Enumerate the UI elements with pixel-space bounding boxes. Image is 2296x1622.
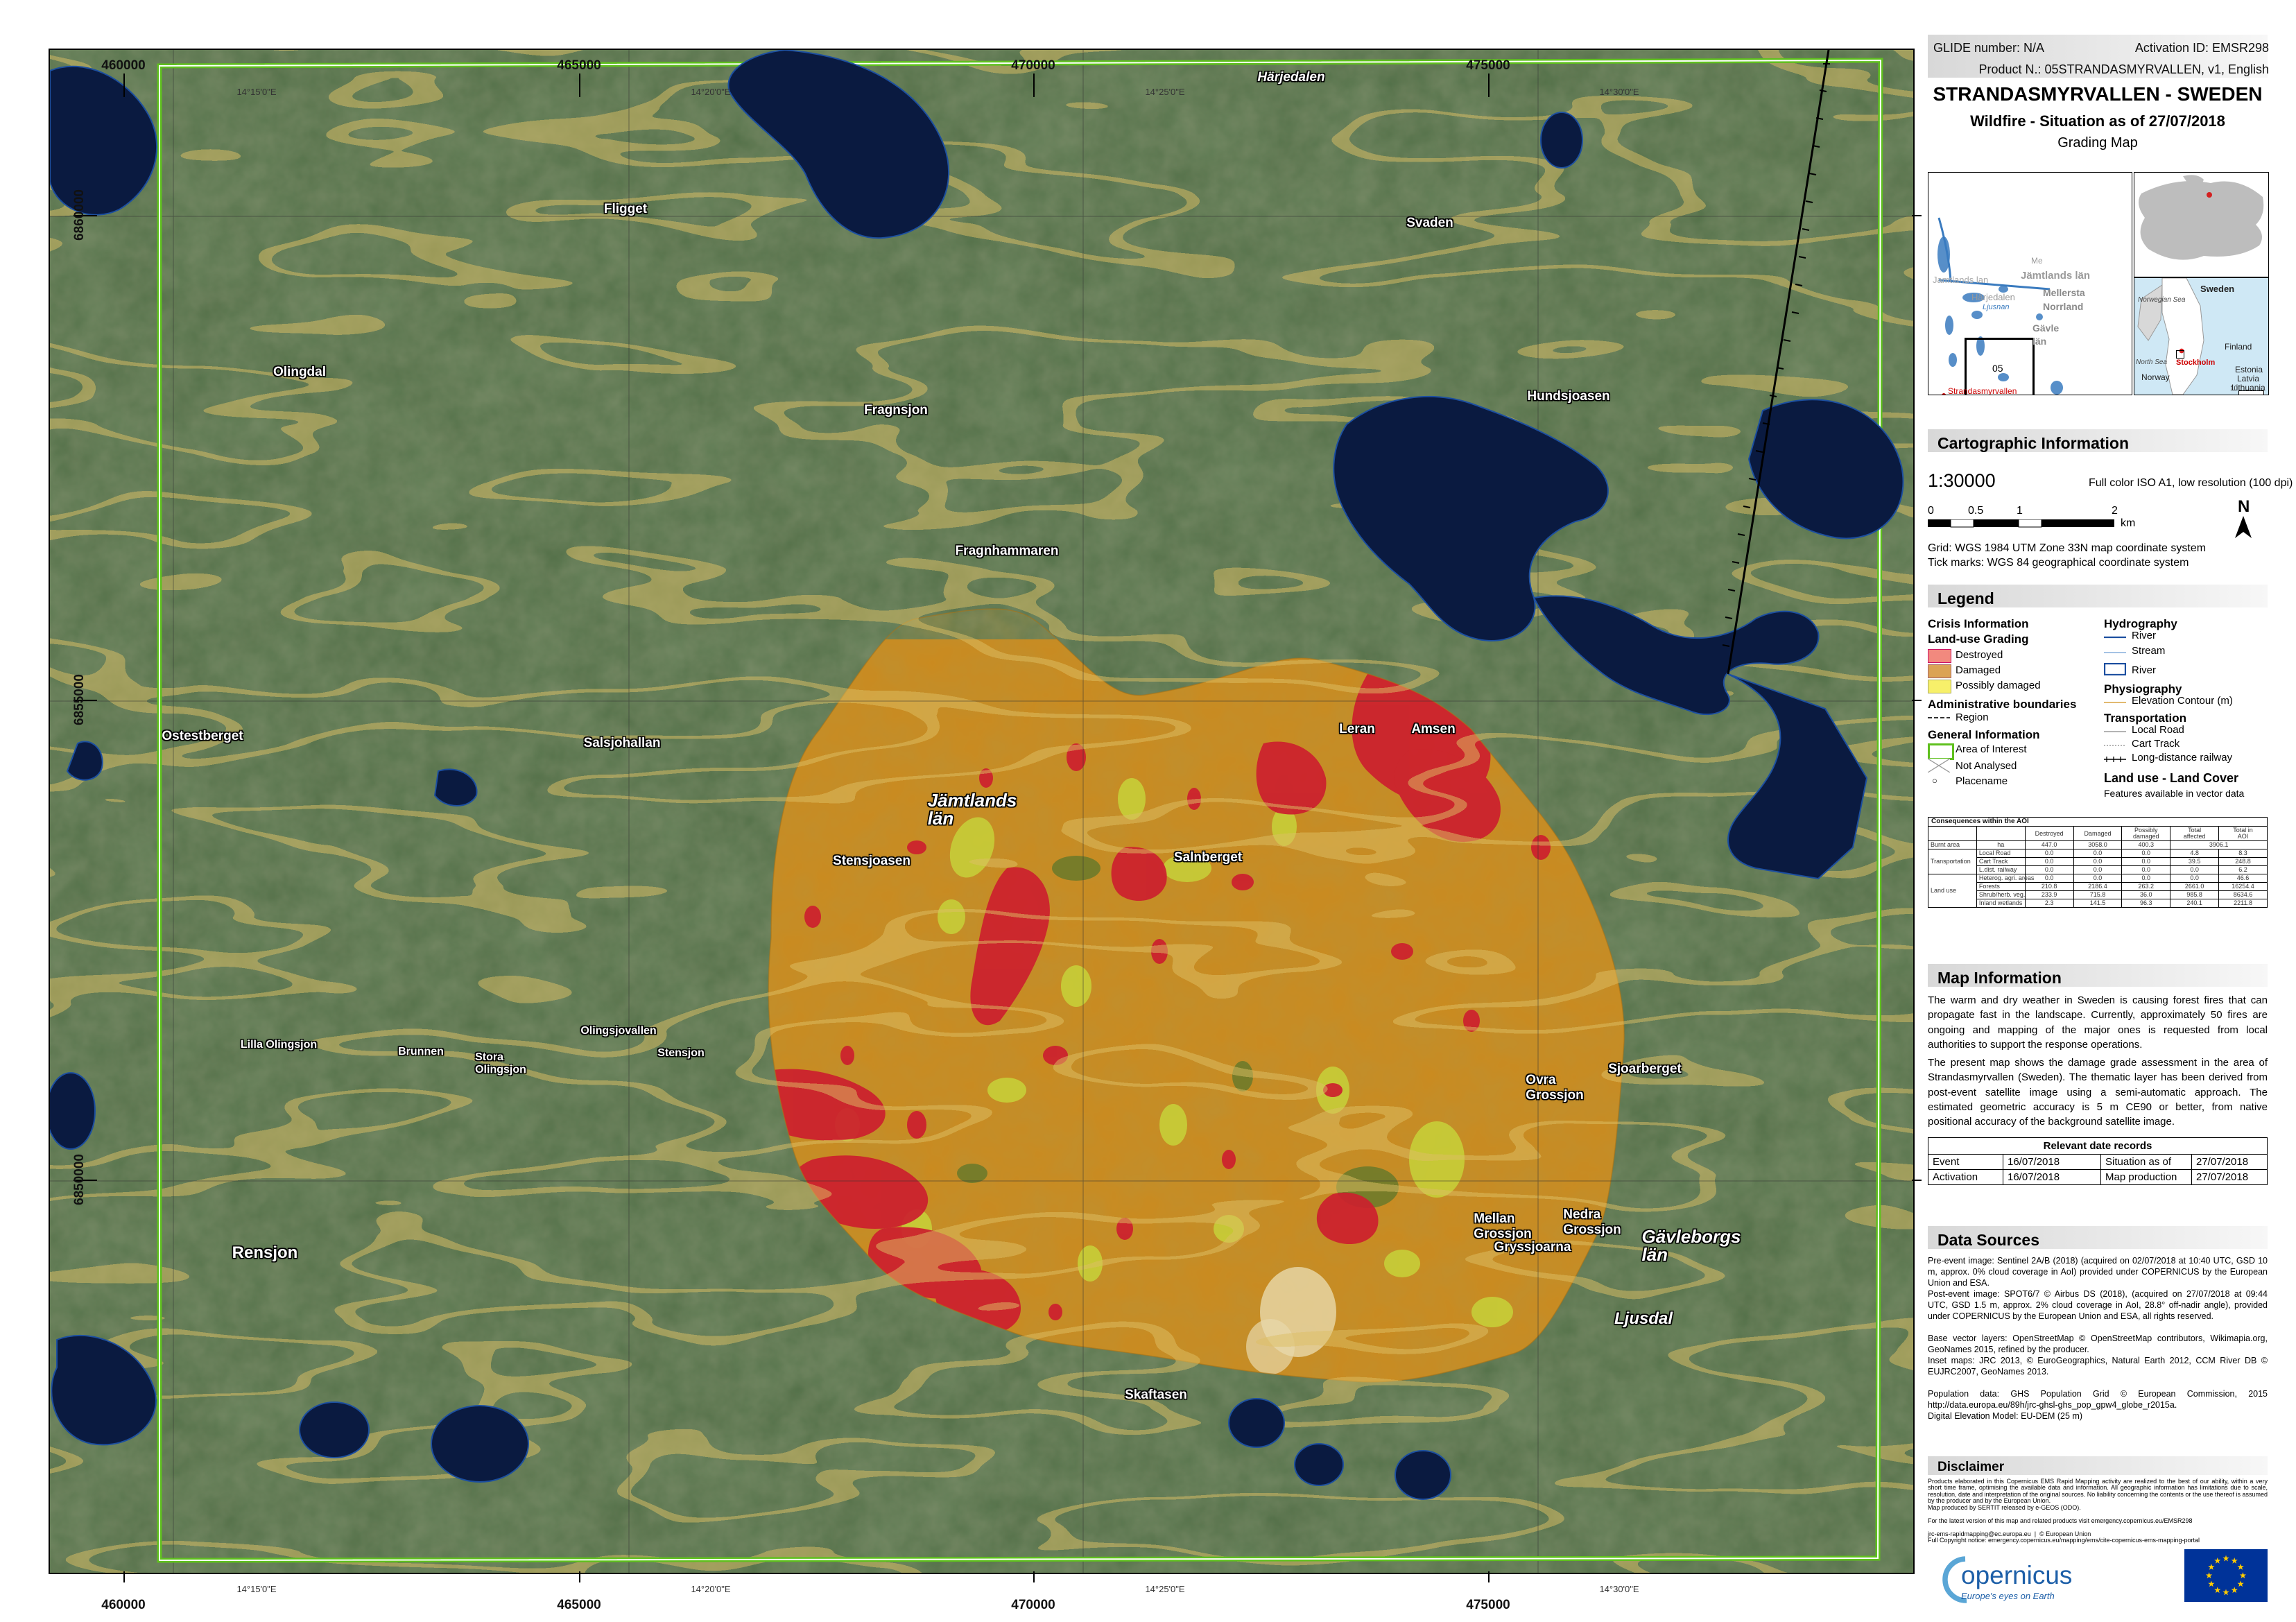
- svg-text:N: N: [2238, 498, 2250, 516]
- svg-text:Europe's eyes on Earth: Europe's eyes on Earth: [1961, 1591, 2055, 1601]
- svg-text:opernicus: opernicus: [1961, 1561, 2072, 1589]
